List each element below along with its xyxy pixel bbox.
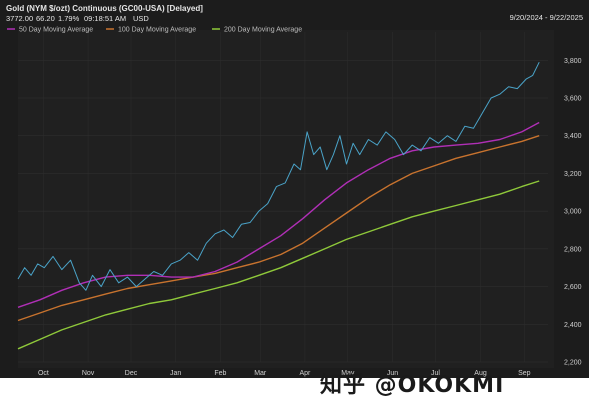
y-tick-label: 2,800 [564, 246, 582, 253]
legend: 50 Day Moving Average 100 Day Moving Ave… [7, 27, 302, 34]
y-tick-label: 2,200 [564, 360, 582, 367]
y-tick-label: 3,800 [564, 58, 582, 65]
x-tick-label: Aug [474, 370, 487, 377]
legend-label-ma200: 200 Day Moving Average [224, 27, 302, 34]
x-tick-label: Nov [82, 370, 95, 377]
legend-label-ma100: 100 Day Moving Average [118, 27, 196, 34]
x-tick-label: Dec [125, 370, 138, 377]
y-tick-label: 2,400 [564, 322, 582, 329]
x-tick-label: Jan [170, 370, 181, 377]
ma100-line [17, 135, 540, 322]
quote-currency: USD [133, 14, 149, 23]
x-tick-label: Apr [299, 370, 311, 377]
series-lines [17, 61, 540, 350]
gridlines [18, 32, 548, 363]
price-line [17, 61, 540, 291]
legend-label-ma50: 50 Day Moving Average [19, 27, 93, 34]
quote-change-pct: 1.79% [58, 14, 80, 23]
chart-title: Gold (NYM $/ozt) Continuous (GC00-USA) [… [6, 4, 203, 13]
y-tick-label: 2,600 [564, 284, 582, 291]
y-tick-label: 3,200 [564, 171, 582, 178]
ma200-line [17, 180, 540, 350]
x-tick-label: Feb [214, 370, 226, 377]
quote-time: 09:18:51 AM [84, 14, 126, 23]
y-tick-label: 3,600 [564, 96, 582, 103]
y-tick-label: 3,400 [564, 133, 582, 140]
x-tick-label: Mar [254, 370, 267, 377]
x-axis-ticks: Oct Nov Dec Jan Feb Mar Apr May Jun Jul Aug Sep [38, 370, 531, 377]
quote-change: 66.20 [36, 14, 55, 23]
x-tick-label: May [341, 370, 355, 377]
x-tick-label: Oct [38, 370, 49, 377]
y-axis-ticks: 2,200 2,400 2,600 2,800 3,000 3,200 3,400 3,600… [564, 58, 582, 367]
plot-area [18, 30, 554, 368]
x-tick-label: Jun [387, 370, 398, 377]
quote-price: 3772.00 [6, 14, 33, 23]
date-range: 9/20/2024 - 9/22/2025 [510, 13, 583, 22]
y-tick-label: 3,000 [564, 209, 582, 216]
x-tick-label: Sep [518, 370, 531, 377]
x-tick-label: Jul [431, 370, 440, 377]
watermark: 知乎 @OKOKMI [320, 373, 505, 398]
